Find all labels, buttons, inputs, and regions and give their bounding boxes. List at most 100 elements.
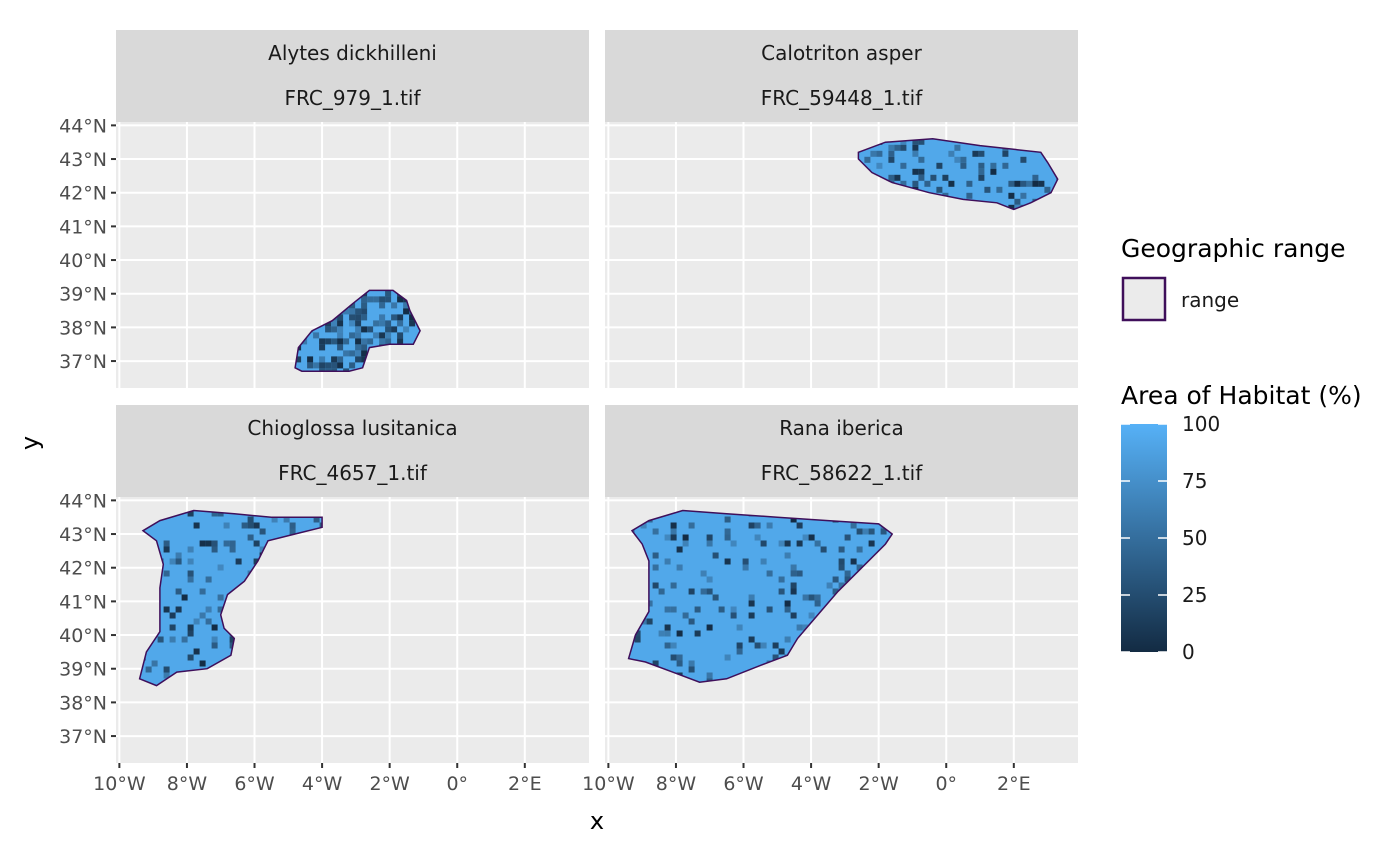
habitat-cell: [664, 534, 671, 541]
y-tick-label: 42°N: [59, 183, 107, 205]
habitat-cell: [211, 624, 218, 631]
habitat-cell: [888, 150, 895, 157]
habitat-cell: [391, 314, 398, 321]
habitat-cell: [814, 600, 821, 607]
habitat-cell: [850, 558, 857, 565]
habitat-cell: [790, 570, 797, 577]
habitat-cell: [175, 552, 182, 559]
x-tick-label: 10°W: [582, 773, 635, 795]
habitat-cell: [766, 570, 773, 577]
habitat-cell: [730, 540, 737, 547]
habitat-cell: [397, 320, 404, 327]
habitat-cell: [145, 666, 152, 673]
habitat-cell: [361, 314, 368, 321]
habitat-cell: [688, 522, 695, 529]
habitat-cell: [888, 156, 895, 163]
habitat-cell: [361, 302, 368, 309]
habitat-cell: [670, 534, 677, 541]
habitat-cell: [157, 636, 164, 643]
habitat-cell: [205, 576, 212, 583]
habitat-cell: [403, 308, 410, 315]
habitat-cell: [652, 528, 659, 535]
habitat-cell: [900, 180, 907, 187]
habitat-cell: [361, 344, 368, 351]
habitat-cell: [742, 564, 749, 571]
habitat-cell: [664, 558, 671, 565]
habitat-cell: [942, 174, 949, 181]
habitat-cell: [850, 522, 857, 529]
habitat-cell: [343, 308, 350, 315]
habitat-cell: [349, 332, 356, 339]
habitat-cell: [784, 552, 791, 559]
habitat-cell: [694, 630, 701, 637]
habitat-cell: [670, 528, 677, 535]
habitat-cell: [1026, 180, 1033, 187]
y-tick-label: 43°N: [59, 524, 107, 546]
range-outline: [138, 509, 323, 687]
habitat-cell: [253, 540, 260, 547]
habitat-cell: [169, 636, 176, 643]
habitat-cell: [211, 510, 218, 517]
facet-strip: [116, 405, 589, 497]
habitat-cell: [900, 144, 907, 151]
habitat-cell: [229, 636, 236, 643]
habitat-cell: [694, 606, 701, 613]
facet-panel: Alytes dickhilleni FRC_979_1.tif 37°N 38°N 3…: [59, 30, 589, 388]
habitat-cell: [832, 588, 839, 595]
habitat-cell: [349, 302, 356, 309]
y-axis-title: y: [16, 436, 44, 450]
habitat-cell: [1020, 192, 1027, 199]
habitat-cell: [259, 546, 266, 553]
habitat-cell: [736, 624, 743, 631]
habitat-cell: [796, 570, 803, 577]
habitat-cell: [912, 138, 919, 145]
habitat-cell: [706, 672, 713, 679]
facet-species-label: Calotriton asper: [761, 41, 922, 65]
habitat-cell: [706, 624, 713, 631]
habitat-cell: [367, 338, 374, 345]
habitat-cell: [163, 546, 170, 553]
habitat-cell: [868, 540, 875, 547]
habitat-cell: [349, 362, 356, 369]
y-tick-label: 42°N: [59, 558, 107, 580]
habitat-cell: [337, 362, 344, 369]
habitat-cell: [361, 350, 368, 357]
habitat-cell: [664, 642, 671, 649]
y-tick-label: 39°N: [59, 659, 107, 681]
habitat-cell: [730, 606, 737, 613]
x-tick-label: 0°: [446, 773, 468, 795]
habitat-cell: [337, 332, 344, 339]
habitat-cell: [802, 624, 809, 631]
habitat-cell: [319, 344, 326, 351]
habitat-cell: [355, 356, 362, 363]
habitat-cell: [676, 660, 683, 667]
habitat-cell: [876, 162, 883, 169]
habitat-cell: [349, 320, 356, 327]
habitat-cell: [187, 570, 194, 577]
habitat-cell: [199, 660, 206, 667]
habitat-cell: [313, 516, 320, 523]
habitat-cell: [169, 624, 176, 631]
range-legend-key: [1121, 276, 1167, 322]
habitat-cell: [814, 594, 821, 601]
habitat-cell: [253, 522, 260, 529]
habitat-cell: [966, 180, 973, 187]
habitat-cell: [361, 326, 368, 333]
facet-strip: [116, 30, 589, 122]
habitat-cell: [307, 356, 314, 363]
habitat-cell: [193, 522, 200, 529]
habitat-cell: [670, 522, 677, 529]
habitat-cell: [936, 186, 943, 193]
habitat-cell: [748, 600, 755, 607]
facet-panel: Calotriton asper FRC_59448_1.tif: [605, 30, 1078, 388]
habitat-cell: [247, 516, 254, 523]
habitat-cell: [826, 582, 833, 589]
colorbar-label: 0: [1182, 640, 1195, 664]
habitat-cell: [948, 180, 955, 187]
habitat-cell: [355, 320, 362, 327]
habitat-cell: [724, 558, 731, 565]
habitat-cell: [331, 368, 338, 372]
habitat-cell: [688, 660, 695, 667]
habitat-cell: [175, 606, 182, 613]
x-tick-label: 6°W: [723, 773, 764, 795]
